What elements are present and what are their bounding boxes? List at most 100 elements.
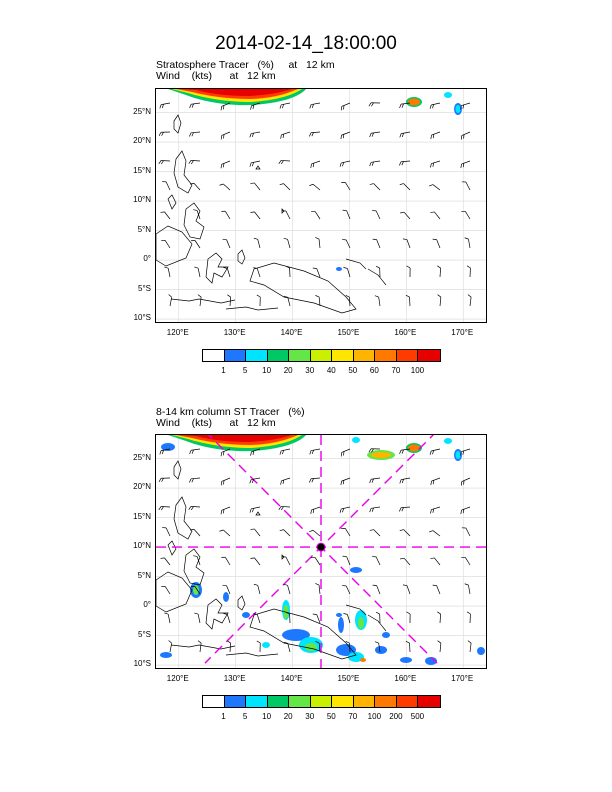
wind-barb	[253, 583, 261, 595]
wind-barb	[399, 448, 411, 455]
lon-tick-label: 130°E	[223, 328, 246, 337]
wind-barb	[250, 557, 261, 566]
wind-barb	[460, 102, 471, 110]
wind-barb	[193, 209, 201, 220]
lat-tick-label: 15°N	[133, 165, 151, 175]
wind-barb	[399, 102, 411, 109]
wind-barb	[227, 294, 232, 307]
wind-barb	[250, 102, 261, 110]
lon-tick-label: 130°E	[223, 674, 246, 683]
wind-barb	[197, 294, 202, 307]
wind-barb	[340, 102, 351, 111]
wind-barb	[158, 477, 171, 482]
wind-barb	[279, 448, 291, 455]
coastline	[205, 252, 229, 284]
wind-barb	[464, 237, 471, 249]
panel1-title-line2: Wind (kts) at 12 km	[156, 70, 276, 82]
wind-barb	[461, 527, 471, 537]
wind-barb	[310, 506, 321, 515]
wind-barb	[467, 640, 472, 653]
wind-barb	[312, 267, 321, 278]
colorbar-box	[267, 696, 290, 707]
lat-tick-label: 0°	[143, 254, 151, 264]
tracer-contour	[408, 444, 420, 452]
wind-barb	[168, 294, 173, 307]
wind-barb	[279, 183, 291, 191]
wind-barb	[343, 267, 351, 278]
wind-barb	[400, 557, 411, 566]
colorbar-box	[353, 350, 376, 361]
wind-barb	[168, 640, 173, 653]
wind-barb	[402, 584, 411, 595]
coastline	[183, 548, 205, 586]
wind-barb	[374, 641, 381, 653]
coastline	[249, 262, 357, 314]
colorbar-box	[224, 696, 247, 707]
wind-barb	[430, 557, 441, 566]
coastline	[367, 268, 387, 286]
wind-barb	[399, 529, 411, 537]
tracer-contour	[444, 92, 452, 98]
tracer-contour	[242, 612, 250, 618]
wind-barb	[460, 506, 471, 515]
coastline	[255, 511, 261, 516]
wind-barb	[309, 477, 321, 483]
wind-barb	[158, 160, 171, 165]
wind-barb	[340, 477, 351, 486]
panel1-title-line1: Stratosphere Tracer (%) at 12 km	[156, 59, 335, 71]
wind-barb	[372, 238, 381, 249]
wind-barb	[278, 506, 291, 511]
wind-barb	[372, 210, 381, 220]
tracer-contour	[455, 451, 461, 459]
wind-barb	[249, 477, 261, 484]
wind-barb	[190, 586, 201, 595]
wind-barb	[460, 448, 471, 456]
lat-tick-label: 10°N	[133, 195, 151, 205]
wind-barb	[160, 211, 171, 220]
wind-barb	[429, 448, 441, 455]
wind-barb	[190, 528, 201, 537]
wind-barb	[400, 211, 411, 220]
wind-barb	[309, 529, 321, 537]
wind-barb	[256, 640, 261, 653]
colorbar-box	[418, 350, 440, 361]
coastline	[237, 249, 246, 265]
wind-barb	[283, 238, 291, 249]
wind-barb	[219, 529, 231, 537]
lon-tick-label: 150°E	[337, 328, 360, 337]
wind-barb	[369, 477, 381, 484]
wind-barb	[437, 640, 442, 653]
colorbar-label: 100	[410, 366, 425, 375]
colorbar-box	[396, 696, 419, 707]
wind-barb	[194, 266, 201, 278]
wind-barb	[368, 448, 381, 453]
coastline	[205, 598, 229, 630]
wind-barb	[220, 477, 231, 486]
panel1-map-svg	[156, 89, 486, 322]
coastline	[367, 614, 387, 632]
wind-barb	[279, 102, 291, 109]
coastline	[170, 644, 236, 650]
wind-barb	[164, 266, 171, 278]
wind-barb	[162, 181, 171, 191]
wind-barb	[399, 160, 411, 166]
wind-barb	[345, 294, 351, 307]
lat-tick-label: 5°N	[137, 570, 151, 580]
lat-tick-label: 25°N	[133, 106, 151, 116]
coastline	[225, 652, 279, 657]
colorbar-label: 5	[242, 366, 248, 375]
colorbar-label: 30	[305, 712, 315, 721]
wind-barb	[279, 529, 291, 537]
wind-barb	[368, 102, 381, 107]
wind-barb	[399, 183, 411, 191]
tracer-contour	[336, 267, 342, 271]
wind-barb	[190, 182, 201, 191]
colorbar-box	[353, 696, 376, 707]
wind-barb	[430, 506, 441, 514]
tracer-contour	[352, 437, 360, 443]
colorbar-box	[224, 350, 247, 361]
panel1-wind-barbs	[158, 102, 472, 307]
wind-barb	[345, 640, 351, 653]
coastline	[173, 150, 193, 194]
colorbar-box	[310, 696, 333, 707]
